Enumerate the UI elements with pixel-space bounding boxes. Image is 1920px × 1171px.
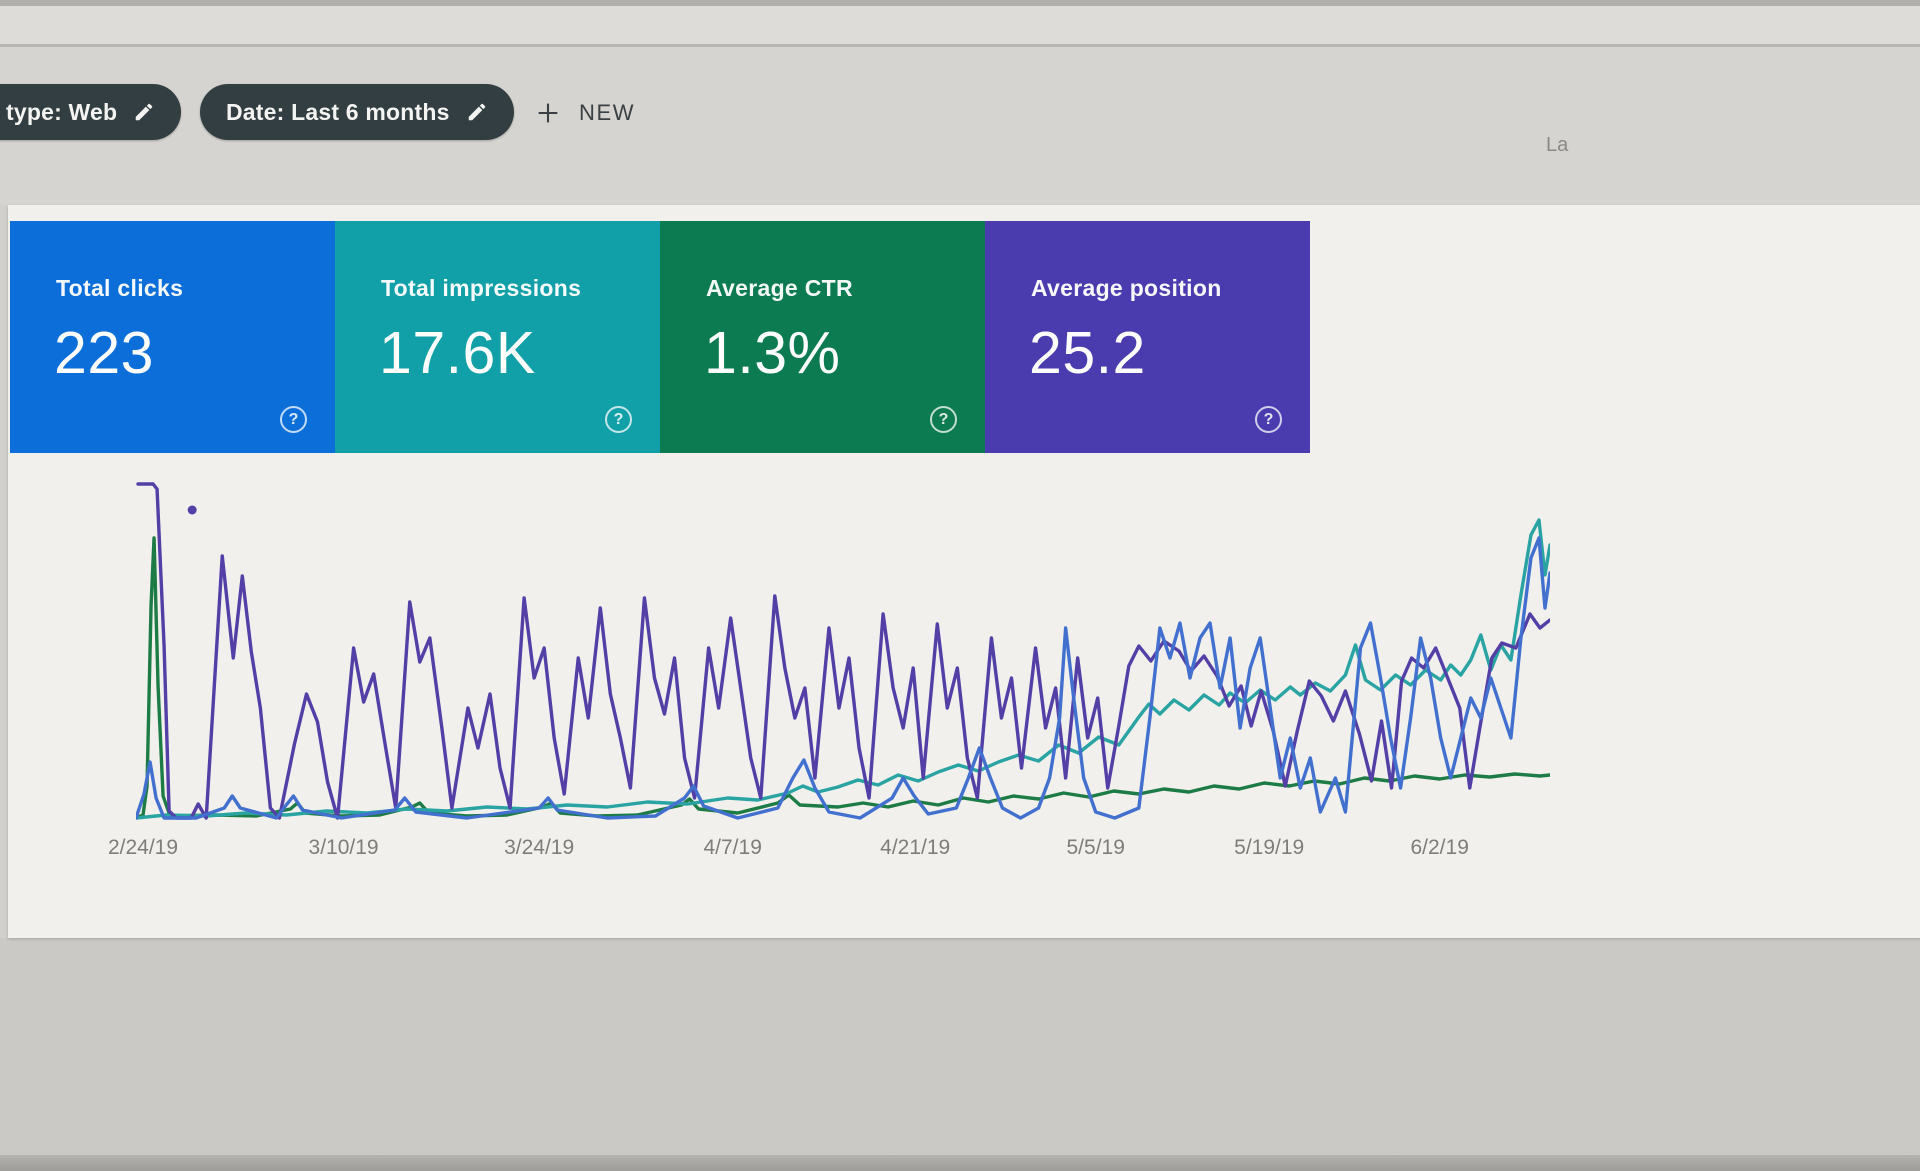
last-updated-text-clipped: La	[1546, 134, 1569, 156]
x-tick: 2/24/19	[107, 836, 179, 859]
metric-cards-row: Total clicks 223 ? Total impressions 17.…	[10, 221, 1310, 453]
metric-label: Total clicks	[56, 275, 184, 301]
x-tick: 5/19/19	[1234, 836, 1305, 859]
metric-value: 223	[54, 320, 154, 386]
metric-value: 25.2	[1029, 320, 1146, 386]
help-icon[interactable]: ?	[605, 406, 632, 433]
metric-card-total-clicks[interactable]: Total clicks 223 ?	[10, 221, 335, 453]
metric-label: Average CTR	[706, 275, 853, 301]
help-icon[interactable]: ?	[930, 406, 957, 433]
metric-card-average-ctr[interactable]: Average CTR 1.3% ?	[660, 221, 985, 453]
help-icon[interactable]: ?	[280, 406, 307, 433]
metric-value: 1.3%	[704, 320, 841, 386]
performance-chart[interactable]	[136, 476, 1550, 826]
screen-bottom-edge	[0, 1155, 1920, 1171]
x-tick: 3/10/19	[308, 836, 379, 859]
series-impressions	[136, 518, 1550, 820]
metric-label: Average position	[1031, 275, 1222, 301]
isolated-point-marker	[187, 505, 197, 515]
pencil-icon	[468, 103, 485, 121]
pencil-icon	[136, 103, 153, 121]
metric-value: 17.6K	[379, 320, 536, 386]
plus-icon	[538, 103, 558, 123]
x-tick: 3/24/19	[504, 836, 575, 859]
filter-chip-label: type: Web	[6, 98, 118, 125]
new-button-label: NEW	[579, 100, 636, 125]
screen-top-edge	[0, 0, 1920, 6]
page-bottom-background	[0, 938, 1920, 1171]
filter-chip-label: Date: Last 6 months	[226, 98, 450, 125]
browser-top-band	[0, 6, 1920, 44]
metric-label: Total impressions	[381, 275, 582, 301]
x-tick: 5/5/19	[1066, 836, 1125, 859]
metric-card-total-impressions[interactable]: Total impressions 17.6K ?	[335, 221, 660, 453]
series-ctr	[136, 536, 1550, 820]
help-icon[interactable]: ?	[1255, 406, 1282, 433]
series-position	[136, 482, 1550, 820]
filter-chip-date-range[interactable]: Date: Last 6 months	[200, 84, 514, 140]
metric-card-average-position[interactable]: Average position 25.2 ?	[985, 221, 1310, 453]
filter-chip-search-type[interactable]: type: Web	[0, 84, 182, 140]
x-tick: 6/2/19	[1410, 836, 1469, 859]
header-divider	[0, 44, 1920, 47]
x-tick: 4/21/19	[880, 836, 951, 859]
x-axis: 2/24/19 3/10/19 3/24/19 4/7/19 4/21/19 5…	[108, 836, 1550, 868]
series-clicks	[136, 536, 1550, 820]
performance-panel: Total clicks 223 ? Total impressions 17.…	[8, 205, 1920, 938]
x-tick: 4/7/19	[703, 836, 762, 859]
new-filter-button[interactable]: NEW	[534, 92, 635, 134]
